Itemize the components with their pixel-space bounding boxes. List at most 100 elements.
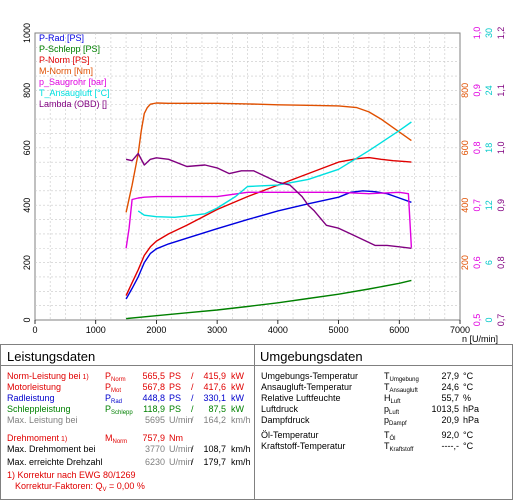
right-scale-tick-label: 6 — [484, 260, 494, 265]
right-scale-tick-label: 12 — [484, 200, 494, 210]
y-tick-label: 600 — [22, 140, 32, 155]
panel-divider-horizontal — [1, 365, 512, 366]
right-scale-tick-label: 0,7 — [496, 314, 506, 327]
env-row-unit: hPa — [463, 404, 480, 414]
legend-entry: P-Schlepp [PS] — [39, 44, 100, 54]
legend-entry: P-Rad [PS] — [39, 33, 84, 43]
torque-row-separator: / — [191, 444, 194, 454]
env-row-value: 27,9 — [441, 371, 459, 381]
perf-row-value1: 118,9 — [143, 404, 165, 414]
torque-row-unit2: km/h — [231, 457, 251, 467]
env-row-label: Kraftstoff-Temperatur — [261, 441, 346, 451]
data-panel: Leistungsdaten Umgebungsdaten Norm-Leist… — [0, 344, 513, 500]
series-line — [125, 156, 412, 296]
series-line — [125, 191, 413, 249]
torque-row-value1: 3770 — [144, 444, 165, 454]
perf-row-value2: 164,2 — [203, 415, 226, 425]
env-row-value: 24,6 — [441, 382, 459, 392]
torque-unit: Nm — [169, 433, 183, 443]
right-scale-tick-label: 0,8 — [496, 256, 506, 269]
perf-row-value2: 415,9 — [203, 371, 226, 381]
env-row-unit: °C — [463, 430, 474, 440]
perf-row-separator: / — [191, 404, 194, 414]
torque-row-value1: 6230 — [144, 457, 165, 467]
y-tick-label: 1000 — [22, 23, 32, 43]
x-tick-label: 1000 — [86, 325, 106, 335]
perf-row-value2: 330,1 — [203, 393, 226, 403]
env-row-symbol: TAnsaugluft — [384, 382, 418, 394]
env-row-label: Dampfdruck — [261, 415, 310, 425]
y-tick-label: 200 — [22, 255, 32, 270]
x-tick-label: 4000 — [268, 325, 288, 335]
perf-row-label: Max. Leistung bei — [7, 415, 78, 425]
perf-row-label: Motorleistung — [7, 382, 62, 392]
series-line — [137, 121, 412, 219]
x-tick-label: 6000 — [389, 325, 409, 335]
right-scale-tick-label: 0,9 — [496, 199, 506, 212]
perf-row-unit1: PS — [169, 382, 182, 392]
series-line — [125, 102, 412, 213]
x-tick-label: 3000 — [207, 325, 227, 335]
env-row-value: 92,0 — [441, 430, 459, 440]
env-row-symbol: TKraftstoff — [384, 441, 414, 453]
right-scale-tick-label: 30 — [484, 28, 494, 38]
env-row-unit: °C — [463, 371, 474, 381]
right-scale-tick-label: 0,8 — [472, 142, 482, 155]
y-tick-label: 800 — [22, 83, 32, 98]
leistungsdaten-title: Leistungsdaten — [7, 349, 96, 364]
torque-row-unit2: km/h — [231, 444, 251, 454]
footnote-factors: Korrektur-Faktoren: QV = 0,00 % — [15, 481, 145, 493]
perf-row-value1: 567,8 — [142, 382, 165, 392]
series-line — [126, 279, 412, 320]
perf-row-separator: / — [191, 371, 194, 381]
torque-row-label: Max. Drehmoment bei — [7, 444, 96, 454]
env-row-unit: % — [463, 393, 472, 403]
torque-label: Drehmoment 1) — [7, 433, 68, 443]
right-scale-tick-label: 18 — [484, 143, 494, 153]
perf-row-symbol: PNorm — [105, 371, 126, 383]
env-row-label: Luftdruck — [261, 404, 299, 414]
env-row-value: 20,9 — [441, 415, 459, 425]
panel-divider-vertical — [254, 345, 255, 499]
env-row-value: ----,- — [441, 441, 460, 451]
torque-row-unit1: U/min — [169, 457, 193, 467]
perf-row-symbol: PSchlepp — [105, 404, 133, 416]
env-row-symbol: HLuft — [384, 393, 401, 405]
perf-row-unit2: km/h — [231, 415, 251, 425]
series-line — [125, 152, 412, 249]
right-scale-tick-label: 0,7 — [472, 199, 482, 212]
env-row-value: 1013,5 — [431, 404, 459, 414]
perf-row-unit1: U/min — [169, 415, 193, 425]
perf-row-unit1: PS — [169, 404, 182, 414]
perf-row-value2: 417,6 — [203, 382, 226, 392]
perf-row-unit2: kW — [231, 404, 244, 414]
env-row-label: Öl-Temperatur — [261, 430, 319, 440]
env-row-symbol: pLuft — [384, 404, 400, 416]
perf-row-unit1: PS — [169, 371, 182, 381]
footnote-correction: 1) Korrektur nach EWG 80/1269 — [7, 470, 136, 480]
torque-row-label: Max. erreichte Drehzahl — [7, 457, 103, 467]
right-scale-tick-label: 600 — [460, 140, 470, 155]
series-line — [125, 190, 412, 300]
right-scale-tick-label: 1,1 — [496, 84, 506, 97]
env-row-unit: °C — [463, 441, 474, 451]
right-scale-tick-label: 1,0 — [496, 142, 506, 155]
right-scale-tick-label: 800 — [460, 83, 470, 98]
legend-entry: Lambda (OBD) [] — [39, 99, 107, 109]
x-tick-label: 0 — [32, 325, 37, 335]
right-scale-tick-label: 400 — [460, 198, 470, 213]
perf-row-unit2: kW — [231, 382, 244, 392]
x-tick-label: 5000 — [329, 325, 349, 335]
x-axis-label: n [U/min] — [462, 334, 498, 344]
env-row-unit: hPa — [463, 415, 480, 425]
right-scale-tick-label: 1,0 — [472, 27, 482, 40]
env-row-unit: °C — [463, 382, 474, 392]
env-row-value: 55,7 — [441, 393, 459, 403]
env-row-symbol: TUmgebung — [384, 371, 419, 383]
env-row-label: Relative Luftfeuchte — [261, 393, 341, 403]
y-tick-label: 400 — [22, 198, 32, 213]
right-scale-tick-label: 24 — [484, 85, 494, 95]
right-scale-tick-label: 0 — [484, 317, 494, 322]
torque-symbol: MNorm — [105, 433, 128, 445]
